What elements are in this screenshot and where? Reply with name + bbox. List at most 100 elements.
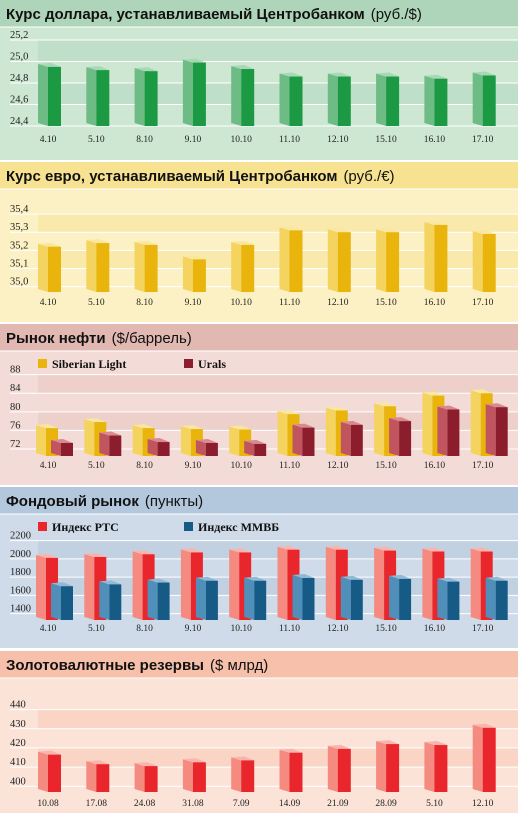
y-tick-label: 25,0: [10, 52, 28, 63]
legend-entry: Urals: [198, 357, 226, 371]
y-tick-label: 76: [10, 420, 21, 431]
legend-entry: Индекс ММВБ: [198, 520, 279, 534]
x-tick-label: 10.10: [231, 461, 253, 471]
x-tick-label: 9.10: [185, 298, 202, 308]
y-tick-label: 24,4: [10, 116, 29, 127]
bar: [424, 741, 448, 792]
bar-series-2: [195, 576, 218, 620]
bar-series-2: [292, 574, 315, 620]
bar-series-2: [485, 576, 508, 620]
bar: [38, 242, 61, 292]
chart-usd: Курс доллара, устанавливаемый Центробанк…: [0, 0, 518, 160]
y-tick-label: 24,6: [10, 95, 28, 106]
y-tick-label: 400: [10, 776, 26, 787]
bar: [376, 228, 400, 292]
chart-unit: (руб./€): [343, 168, 394, 185]
chart-stocks: Фондовый рынок (пункты) Индекс РТС Индекс М…: [0, 487, 518, 648]
y-tick-label: 2000: [10, 549, 31, 560]
bar: [86, 66, 110, 126]
y-tick-label: 72: [10, 439, 21, 450]
bar: [424, 74, 448, 126]
x-tick-label: 4.10: [40, 135, 57, 145]
x-tick-label: 16.10: [424, 135, 446, 145]
legend-entry: Siberian Light: [52, 357, 126, 371]
x-tick-label: 16.10: [424, 624, 446, 634]
legend: Siberian Light Urals: [38, 357, 226, 371]
x-tick-label: 7.09: [233, 799, 250, 809]
y-tick-label: 430: [10, 719, 26, 730]
bar-series-2: [437, 577, 460, 620]
x-tick-label: 5.10: [88, 461, 105, 471]
x-tick-label: 31.08: [182, 799, 204, 809]
chart-unit: ($ млрд): [210, 657, 268, 674]
bar: [279, 748, 303, 792]
bar-series-2: [389, 574, 412, 620]
bar: [86, 760, 110, 792]
x-tick-label: 5.10: [88, 624, 105, 634]
bar: [38, 750, 61, 792]
bar: [182, 255, 206, 292]
bar-series-2: [340, 420, 363, 456]
bar: [376, 740, 400, 792]
chart-unit: (пункты): [145, 493, 203, 510]
y-tick-label: 80: [10, 402, 21, 413]
bar-series-2: [99, 431, 122, 456]
x-tick-label: 11.10: [279, 624, 300, 634]
x-tick-label: 17.08: [86, 799, 108, 809]
x-tick-label: 5.10: [88, 298, 105, 308]
bar: [327, 744, 351, 792]
bar: [472, 71, 496, 126]
x-tick-label: 8.10: [136, 298, 153, 308]
x-tick-label: 12.10: [327, 461, 349, 471]
bar: [38, 62, 61, 126]
svg-text:Курс евро, устанавливаемый Цен: Курс евро, устанавливаемый Центробанком (…: [6, 168, 395, 185]
x-tick-label: 16.10: [424, 461, 446, 471]
bar-series-2: [244, 576, 267, 620]
x-tick-label: 17.10: [472, 135, 494, 145]
x-tick-label: 9.10: [185, 461, 202, 471]
bar-series-2: [244, 439, 267, 456]
bar-series-2: [147, 438, 170, 456]
bar: [231, 65, 255, 126]
svg-text:Рынок нефти($/баррель): Рынок нефти ($/баррель): [6, 330, 192, 347]
x-tick-label: 8.10: [136, 461, 153, 471]
bar: [424, 220, 448, 292]
svg-text:Курс доллара, устанавливаемый: Курс доллара, устанавливаемый Центробанк…: [6, 6, 422, 23]
svg-text:Фондовый рынок(пункты): Фондовый рынок (пункты): [6, 493, 203, 510]
y-tick-label: 410: [10, 757, 26, 768]
y-tick-label: 1400: [10, 604, 31, 615]
y-tick-label: 35,1: [10, 258, 28, 269]
y-tick-label: 1800: [10, 567, 31, 578]
bar: [182, 758, 206, 792]
chart-oil: Рынок нефти ($/баррель) Siberian Light Ural…: [0, 324, 518, 485]
y-tick-label: 84: [10, 383, 21, 394]
x-tick-label: 4.10: [40, 624, 57, 634]
bar: [134, 762, 158, 792]
bar: [472, 230, 496, 292]
x-tick-label: 12.10: [327, 135, 349, 145]
chart-title: Рынок нефти: [6, 330, 106, 347]
x-tick-label: 17.10: [472, 624, 494, 634]
bar: [182, 58, 206, 127]
x-tick-label: 17.10: [472, 298, 494, 308]
x-tick-label: 10.10: [231, 624, 253, 634]
bar: [86, 239, 110, 292]
x-tick-label: 11.10: [279, 298, 300, 308]
chart-title: Курс доллара, устанавливаемый Центробанк…: [6, 6, 365, 23]
y-tick-label: 25,2: [10, 30, 28, 41]
bar-series-2: [195, 438, 218, 456]
chart-unit: ($/баррель): [112, 330, 192, 347]
bar-series-2: [437, 405, 460, 456]
x-tick-label: 4.10: [40, 298, 57, 308]
x-tick-label: 8.10: [136, 624, 153, 634]
x-tick-label: 24.08: [134, 799, 156, 809]
x-tick-label: 11.10: [279, 461, 300, 471]
x-tick-label: 15.10: [375, 461, 397, 471]
y-tick-label: 35,4: [10, 204, 29, 215]
x-tick-label: 17.10: [472, 461, 494, 471]
x-tick-label: 10.10: [231, 135, 253, 145]
x-tick-label: 14.09: [279, 799, 301, 809]
bar: [327, 228, 351, 292]
bar-series-2: [51, 582, 73, 620]
chart-title: Фондовый рынок: [6, 493, 139, 510]
